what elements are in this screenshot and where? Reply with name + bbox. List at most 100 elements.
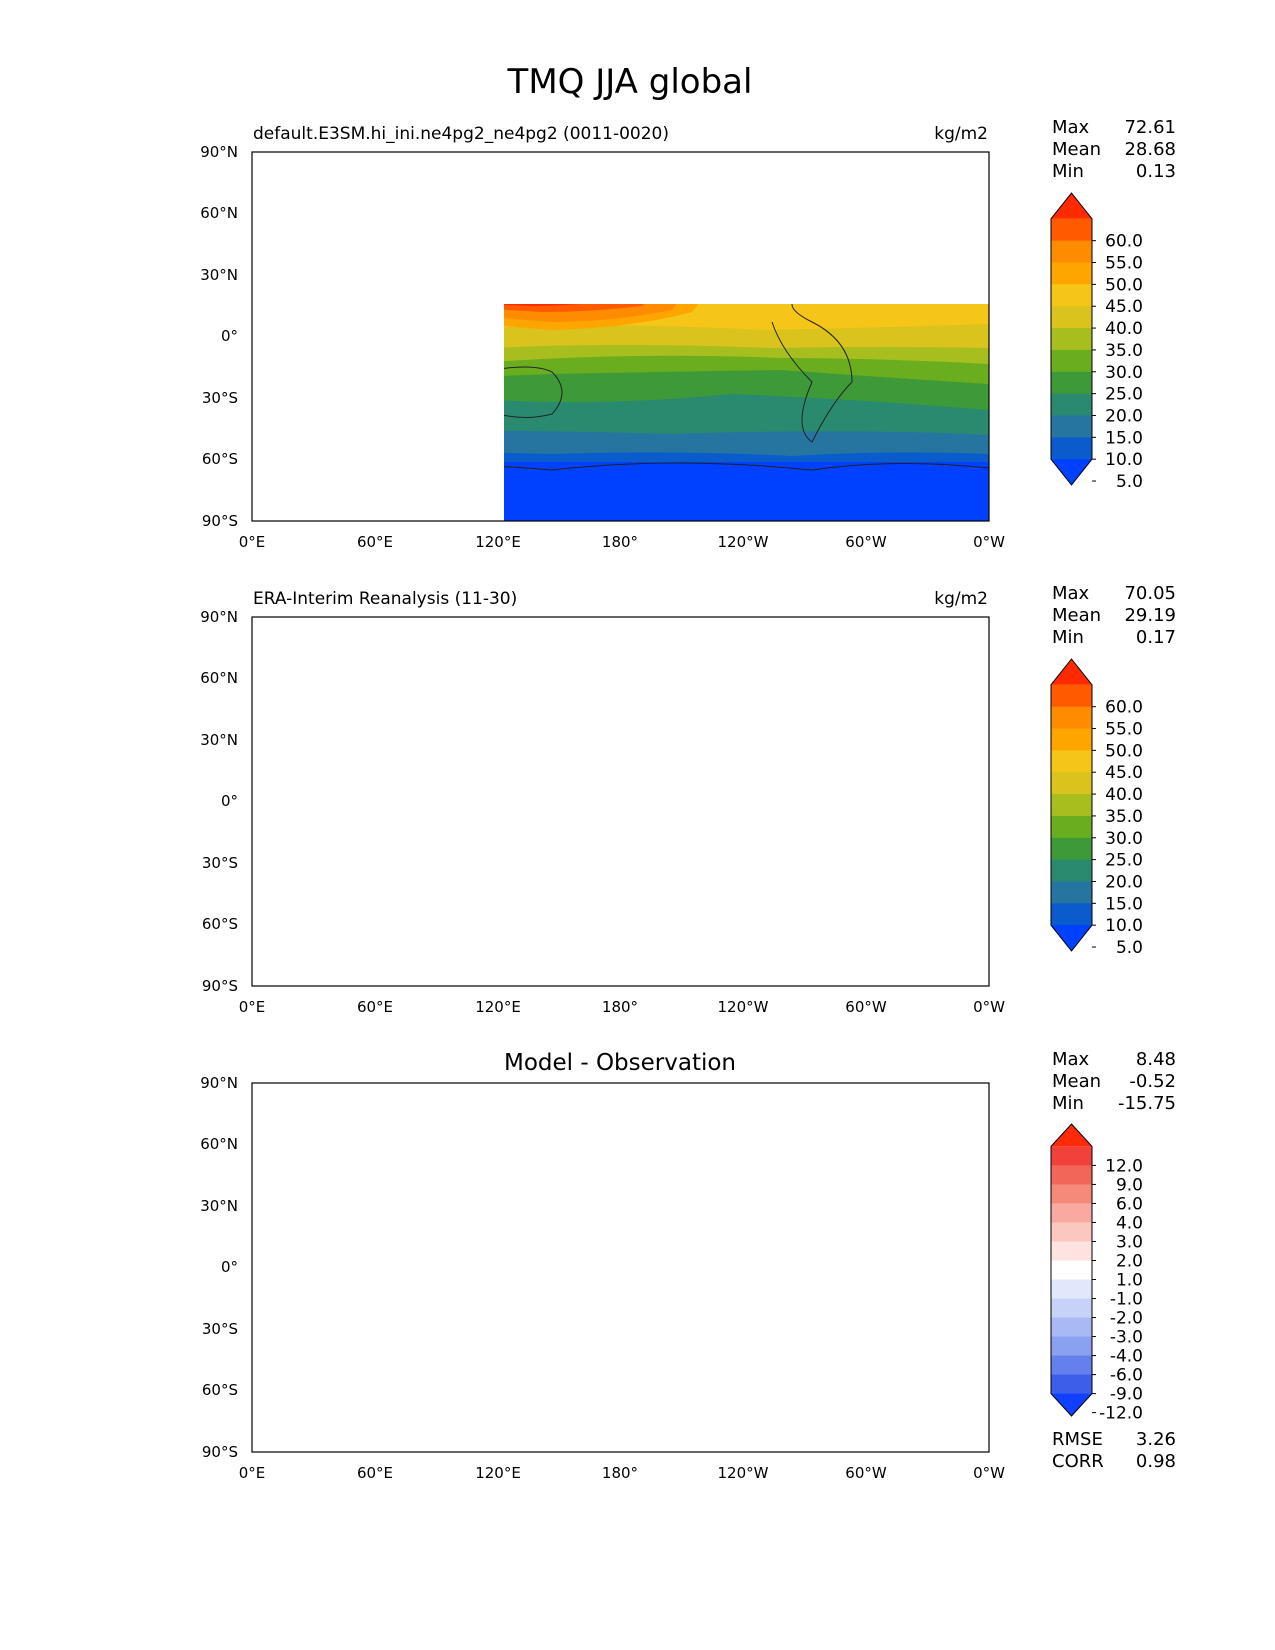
colorbar-extend-max — [1051, 659, 1092, 685]
stat-value-mean: 29.19 — [1124, 605, 1176, 626]
lon-tick: 120°W — [718, 1464, 769, 1482]
lat-tick: 30°S — [202, 1320, 238, 1338]
colorbar-outline — [1050, 1123, 1093, 1417]
lon-tick: 120°W — [718, 533, 769, 551]
lon-tick: 60°E — [357, 998, 393, 1016]
colorbar-label: -9.0 — [1110, 1385, 1143, 1405]
colorbar-label: 10.0 — [1105, 916, 1143, 936]
colorbar-extend-max — [1051, 1124, 1092, 1147]
colorbar-label: 35.0 — [1105, 341, 1143, 361]
colorbar-segment — [1051, 328, 1092, 351]
colorbar-segment — [1051, 684, 1092, 708]
lat-tick: 30°N — [200, 731, 238, 749]
colorbar-segment — [1051, 1260, 1092, 1281]
stat-value-min: -15.75 — [1118, 1093, 1176, 1114]
colorbar-label: 50.0 — [1105, 275, 1143, 295]
stat-label-rmse: RMSE — [1052, 1429, 1103, 1450]
lon-tick: 180° — [602, 998, 638, 1016]
colorbar-label: 40.0 — [1105, 785, 1143, 805]
lat-tick: 0° — [221, 792, 238, 810]
lat-tick: 90°S — [202, 1443, 238, 1461]
colorbar-segment — [1051, 1165, 1092, 1186]
stats-block: Max Mean Min 72.61 28.68 0.13 — [1052, 117, 1176, 182]
colorbar-segment — [1051, 1298, 1092, 1319]
colorbar-extend-min — [1051, 459, 1092, 485]
stat-label-max: Max — [1052, 1049, 1090, 1070]
stat-label-corr: CORR — [1052, 1451, 1104, 1472]
colorbar-label: 35.0 — [1105, 807, 1143, 827]
lat-tick: 30°N — [200, 266, 238, 284]
lon-tick: 180° — [602, 533, 638, 551]
colorbar-segment — [1051, 772, 1092, 795]
colorbar-label: 20.0 — [1105, 872, 1143, 892]
colorbar-segment — [1051, 837, 1092, 861]
coastlines — [252, 637, 989, 935]
stat-value-mean: 28.68 — [1124, 139, 1176, 160]
stat-label-mean: Mean — [1052, 139, 1101, 160]
colorbar-label: 55.0 — [1105, 254, 1143, 274]
lon-tick: 0°W — [973, 533, 1005, 551]
stat-value-min: 0.13 — [1136, 161, 1176, 182]
stat-value-max: 8.48 — [1136, 1049, 1176, 1070]
stat-value-min: 0.17 — [1136, 627, 1176, 648]
map-field — [252, 1083, 989, 1452]
colorbar-label: -4.0 — [1110, 1347, 1143, 1367]
colorbar-label: -1.0 — [1110, 1290, 1143, 1310]
panel-units: kg/m2 — [934, 124, 988, 144]
colorbar-label: 9.0 — [1116, 1175, 1143, 1195]
lon-axis: 0°E 60°E 120°E 180° 120°W 60°W 0°W — [239, 1464, 1005, 1482]
lon-tick: 0°W — [973, 1464, 1005, 1482]
colorbar-label: 6.0 — [1116, 1194, 1143, 1214]
stat-value-max: 72.61 — [1124, 117, 1176, 138]
colorbar-segment — [1051, 794, 1092, 817]
colorbar-segment — [1051, 349, 1092, 373]
colorbar-segment — [1051, 1146, 1092, 1167]
colorbar-extend-min — [1051, 1393, 1092, 1416]
colorbar-label: 25.0 — [1105, 851, 1143, 871]
map-frame — [251, 151, 990, 522]
colorbar-segment — [1051, 371, 1092, 395]
colorbar-segment — [1051, 1203, 1092, 1224]
colorbar-label: -12.0 — [1099, 1404, 1143, 1424]
colorbar-segment — [1051, 1336, 1092, 1357]
colorbar-label: 10.0 — [1105, 450, 1143, 470]
lon-tick: 0°E — [239, 998, 266, 1016]
lat-tick: 60°S — [202, 915, 238, 933]
colorbar-label: 55.0 — [1105, 720, 1143, 740]
lat-tick: 90°N — [200, 608, 238, 626]
stat-label-max: Max — [1052, 583, 1090, 604]
colorbar-outline — [1050, 192, 1093, 486]
lat-tick: 90°S — [202, 512, 238, 530]
colorbar-label: 30.0 — [1105, 829, 1143, 849]
colorbar-segment — [1051, 284, 1092, 307]
coastlines — [504, 304, 990, 471]
lat-tick: 90°N — [200, 1074, 238, 1092]
lat-tick: 0° — [221, 1258, 238, 1276]
stat-label-min: Min — [1052, 1093, 1084, 1114]
colorbar-segment — [1051, 815, 1092, 839]
colorbar-segment — [1051, 1184, 1092, 1205]
colorbar-label: 25.0 — [1105, 385, 1143, 405]
lon-tick: 60°E — [357, 1464, 393, 1482]
colorbar: 12.09.06.04.03.02.01.0-1.0-2.0-3.0-4.0-6… — [1050, 1123, 1143, 1424]
colorbar-outline — [1050, 658, 1093, 952]
panel-title-center: Model - Observation — [504, 1050, 736, 1076]
stat-label-max: Max — [1052, 117, 1090, 138]
lon-tick: 0°W — [973, 998, 1005, 1016]
colorbar-label: 45.0 — [1105, 297, 1143, 317]
colorbar-label: -3.0 — [1110, 1328, 1143, 1348]
colorbar-label: 2.0 — [1116, 1251, 1143, 1271]
stat-label-mean: Mean — [1052, 1071, 1101, 1092]
map-field — [504, 304, 989, 521]
colorbar: 60.055.050.045.040.035.030.025.020.015.0… — [1050, 658, 1143, 958]
colorbar-label: 1.0 — [1116, 1271, 1143, 1291]
colorbar-segment — [1051, 728, 1092, 751]
lat-tick: 90°N — [200, 143, 238, 161]
colorbar-label: 45.0 — [1105, 763, 1143, 783]
stat-label-min: Min — [1052, 627, 1084, 648]
colorbar-extend-min — [1051, 925, 1092, 951]
stat-label-mean: Mean — [1052, 605, 1101, 626]
stats-block: Max Mean Min 8.48 -0.52 -15.75 RMSE CORR… — [1052, 1049, 1176, 1472]
coastlines — [252, 1103, 989, 1401]
panel-title-left: default.E3SM.hi_ini.ne4pg2_ne4pg2 (0011-… — [253, 124, 669, 144]
